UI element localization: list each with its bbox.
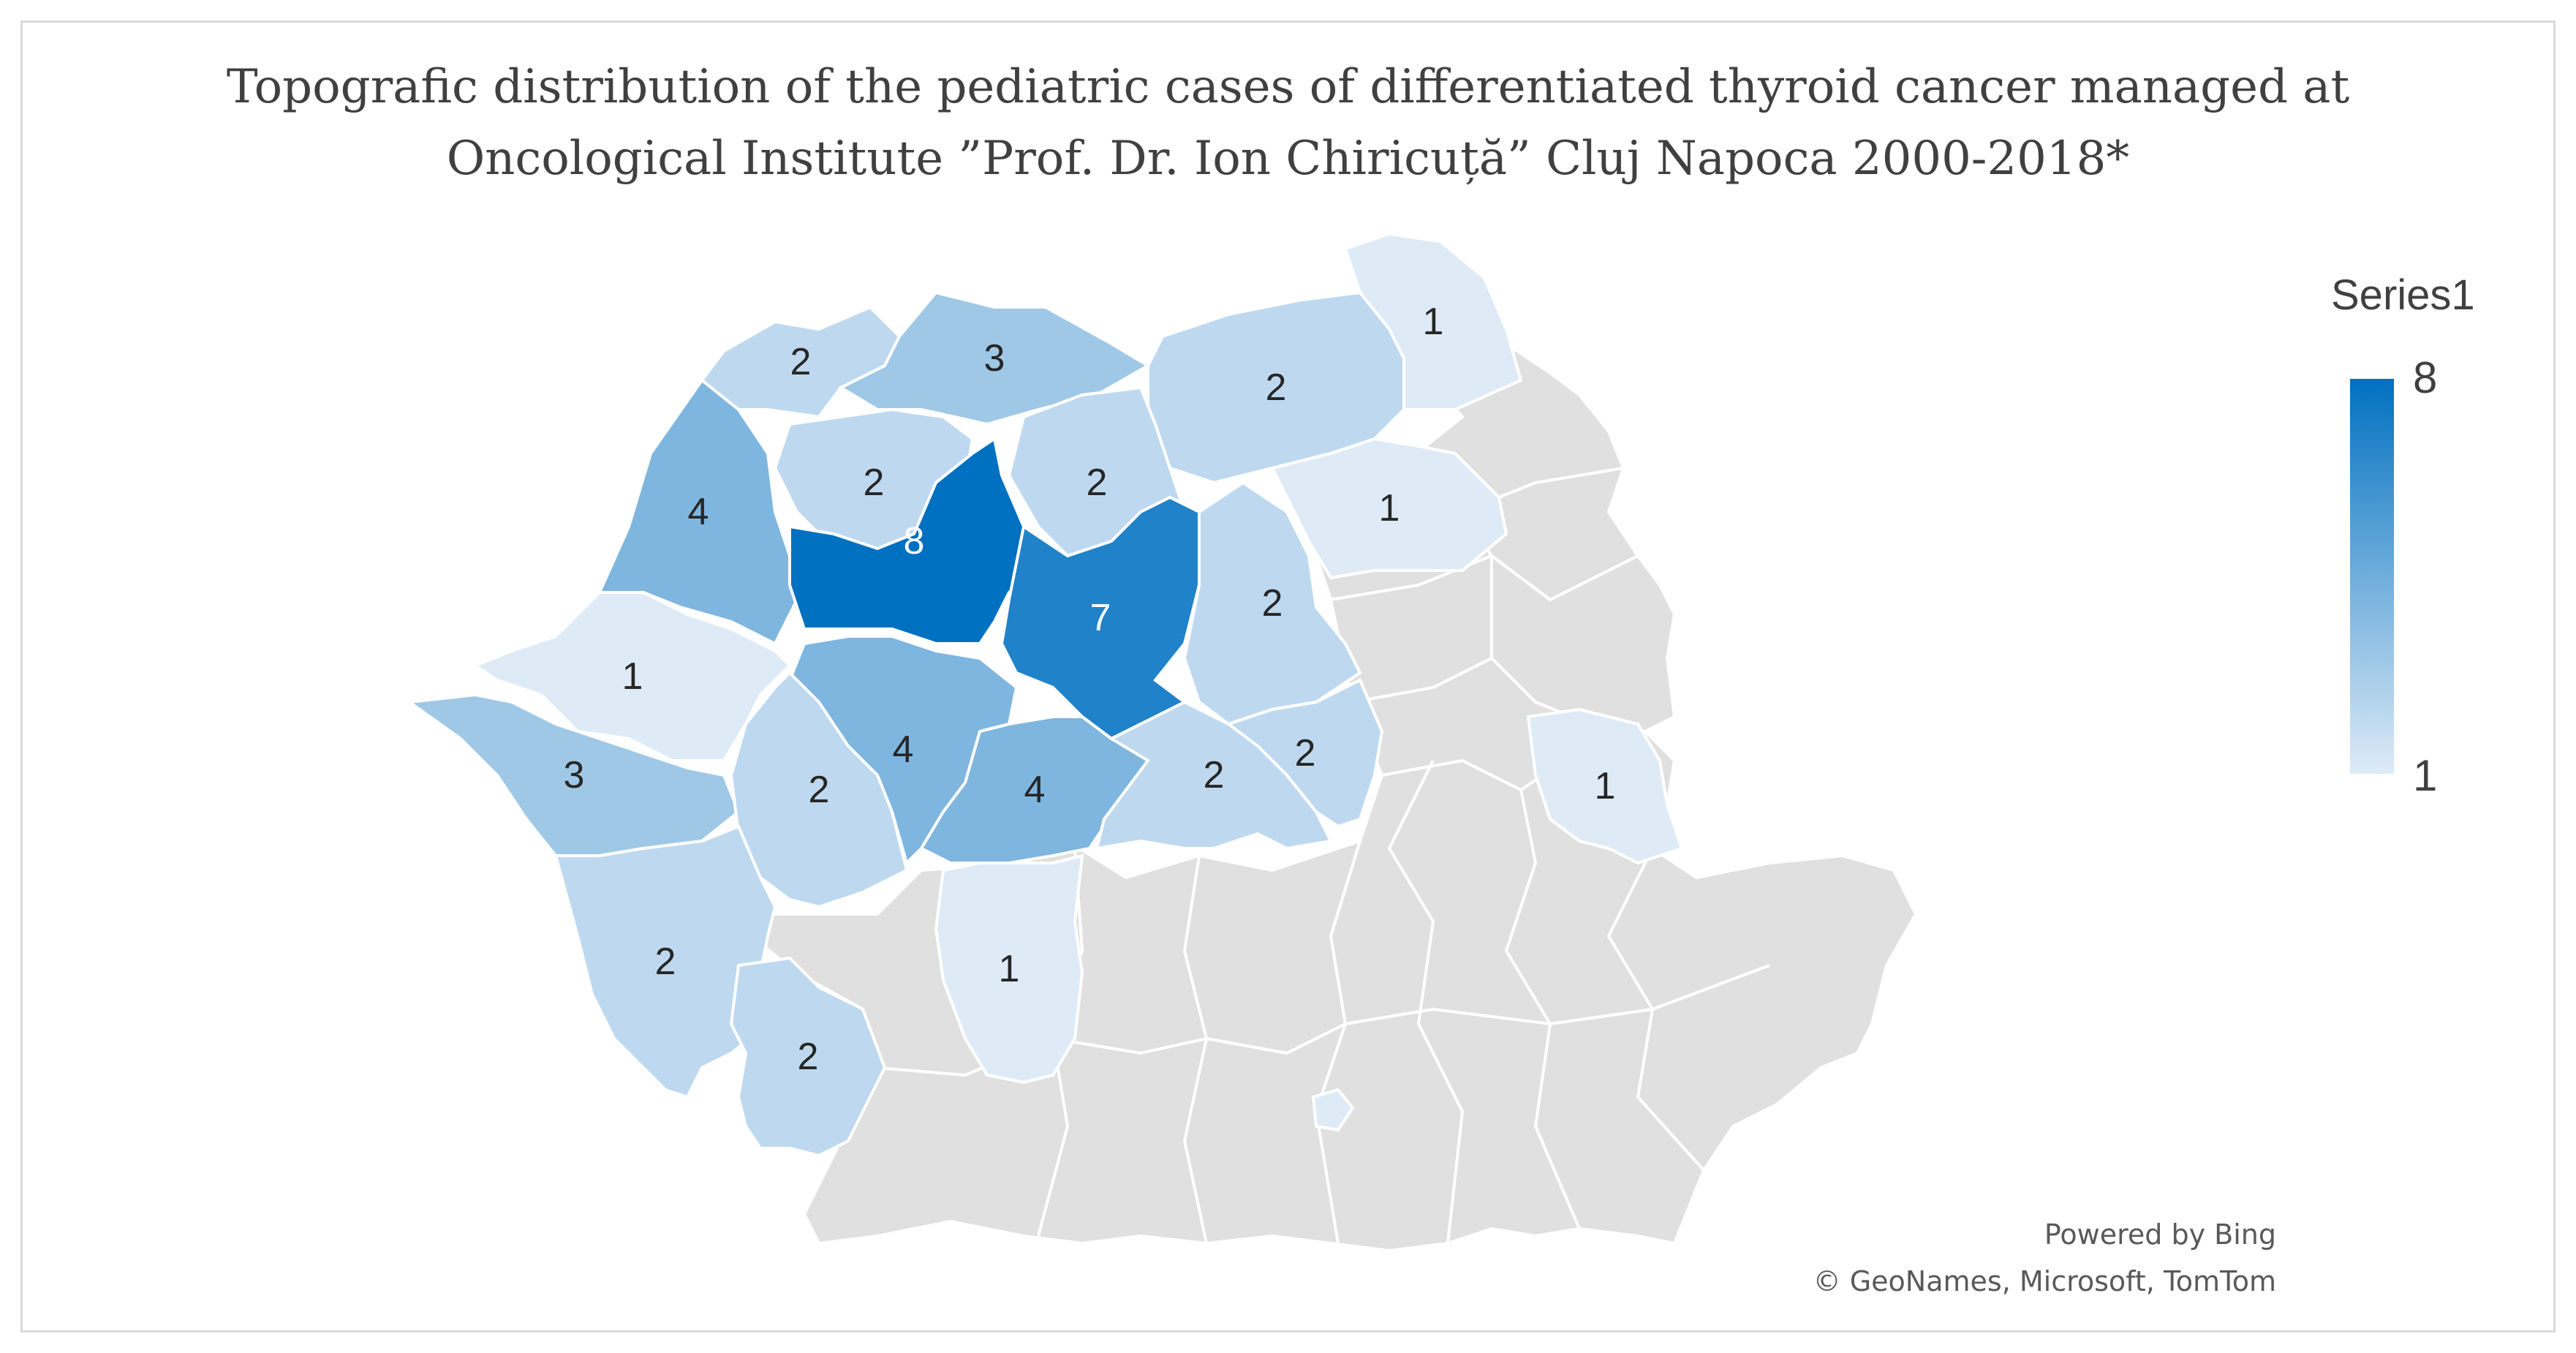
region-label-valcea: 1	[999, 948, 1020, 990]
region-neamt[interactable]	[1270, 437, 1508, 580]
bucharest-area	[1311, 1088, 1355, 1132]
region-labels: 3 2 2 1 4 2 2 1 8 7 2 1 4 3 2 4 2 2 2 1 2 1	[564, 301, 1616, 1078]
region-label-vaslui: 1	[1595, 765, 1616, 807]
region-vaslui[interactable]	[1526, 707, 1684, 865]
credits-attribution: © GeoNames, Microsoft, TomTom	[1813, 1265, 2276, 1297]
region-label-caras-severin: 2	[655, 941, 676, 983]
region-arad[interactable]	[472, 591, 792, 762]
region-covasna[interactable]	[1225, 678, 1384, 829]
region-brasov[interactable]	[1095, 700, 1333, 851]
region-label-salaj: 2	[864, 461, 885, 504]
region-label-satu-mare: 2	[790, 341, 812, 383]
region-label-neamt: 1	[1379, 487, 1400, 529]
legend-color-scale	[2350, 379, 2394, 774]
county-layer	[405, 232, 1684, 1158]
region-label-mures: 7	[1090, 597, 1111, 639]
region-label-alba: 4	[893, 728, 914, 771]
region-label-bistrita-nasaud: 2	[1087, 461, 1108, 504]
region-harghita[interactable]	[1182, 480, 1362, 726]
region-label-cluj: 8	[904, 520, 925, 562]
legend-title: Series1	[2331, 271, 2475, 319]
region-label-harghita: 2	[1262, 582, 1283, 625]
chart-title-line-1: Topografic distribution of the pediatric…	[226, 60, 2350, 114]
region-label-mehedinti: 2	[798, 1036, 819, 1078]
region-label-maramures: 3	[984, 337, 1005, 380]
legend-min-value: 1	[2413, 751, 2438, 800]
region-label-hunedoara: 2	[809, 769, 830, 811]
region-label-arad: 1	[622, 655, 643, 698]
region-label-suceava: 2	[1266, 366, 1287, 409]
region-mehedinti[interactable]	[729, 956, 887, 1158]
credits-powered-by: Powered by Bing	[2044, 1218, 2276, 1251]
map-credits: Powered by Bing © GeoNames, Microsoft, T…	[1813, 1211, 2276, 1305]
region-label-sibiu: 4	[1024, 769, 1046, 811]
chart-title-line-2: Oncological Institute ”Prof. Dr. Ion Chi…	[446, 132, 2130, 186]
region-mures[interactable]	[1000, 495, 1201, 741]
region-bihor[interactable]	[597, 378, 799, 646]
chart-title: Topografic distribution of the pediatric…	[0, 51, 2576, 195]
region-valcea[interactable]	[934, 853, 1084, 1085]
region-botosani[interactable]	[1343, 232, 1523, 411]
region-label-covasna: 2	[1295, 732, 1316, 775]
region-label-timis: 3	[564, 754, 585, 796]
legend-max-value: 8	[2413, 353, 2438, 402]
region-label-bihor: 4	[688, 491, 709, 533]
region-label-brasov: 2	[1204, 754, 1225, 796]
region-label-botosani: 1	[1423, 301, 1444, 343]
